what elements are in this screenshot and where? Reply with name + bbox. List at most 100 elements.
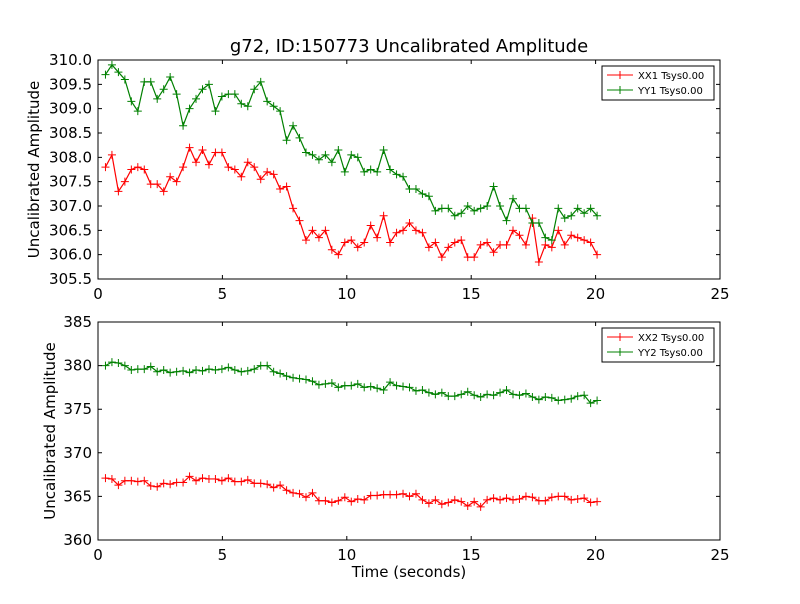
data-point bbox=[560, 395, 569, 404]
y-tick-label: 306.0 bbox=[49, 246, 92, 264]
data-point bbox=[172, 367, 181, 376]
data-point bbox=[457, 497, 466, 506]
x-tick-label: 15 bbox=[462, 546, 481, 564]
legend-swatch bbox=[607, 333, 633, 341]
data-point bbox=[353, 379, 362, 388]
data-point bbox=[114, 358, 123, 367]
data-point bbox=[457, 390, 466, 399]
data-point bbox=[347, 236, 356, 245]
y-tick-label: 305.5 bbox=[49, 270, 92, 288]
data-point bbox=[470, 391, 479, 400]
data-point bbox=[515, 495, 524, 504]
y-tick-label: 310.0 bbox=[49, 51, 92, 69]
data-point bbox=[392, 228, 401, 237]
data-point bbox=[534, 219, 543, 228]
y-axis-label: Uncalibrated Amplitude bbox=[25, 81, 43, 258]
data-point bbox=[301, 148, 310, 157]
data-point bbox=[411, 184, 420, 193]
data-point bbox=[334, 146, 343, 155]
legend-label: YY1 Tsys0.00 bbox=[637, 86, 703, 97]
data-point bbox=[515, 391, 524, 400]
data-point bbox=[521, 389, 530, 398]
data-point bbox=[424, 192, 433, 201]
y-tick-label: 308.0 bbox=[49, 148, 92, 166]
data-point bbox=[153, 94, 162, 103]
data-point bbox=[496, 495, 505, 504]
data-point bbox=[114, 68, 123, 77]
data-point bbox=[256, 175, 265, 184]
data-point bbox=[308, 377, 317, 386]
data-point bbox=[483, 390, 492, 399]
data-point bbox=[276, 481, 285, 490]
data-point bbox=[256, 479, 265, 488]
data-point bbox=[508, 390, 517, 399]
data-point bbox=[541, 240, 550, 249]
data-point bbox=[411, 489, 420, 498]
data-point bbox=[269, 367, 278, 376]
data-point bbox=[301, 493, 310, 502]
data-point bbox=[567, 231, 576, 240]
data-point bbox=[418, 189, 427, 198]
data-point bbox=[153, 482, 162, 491]
data-point bbox=[521, 204, 530, 213]
data-point bbox=[340, 167, 349, 176]
data-point bbox=[496, 388, 505, 397]
data-point bbox=[547, 393, 556, 402]
x-tick-label: 10 bbox=[337, 285, 356, 303]
data-point bbox=[282, 486, 291, 495]
data-point bbox=[146, 77, 155, 86]
data-point bbox=[295, 374, 304, 383]
data-point bbox=[340, 493, 349, 502]
data-point bbox=[172, 90, 181, 99]
data-point bbox=[327, 158, 336, 167]
data-point bbox=[502, 494, 511, 503]
x-tick-label: 5 bbox=[218, 546, 228, 564]
data-point bbox=[502, 386, 511, 395]
data-point bbox=[282, 182, 291, 191]
y-axis-label: Uncalibrated Amplitude bbox=[41, 342, 59, 519]
data-point bbox=[250, 85, 259, 94]
data-point bbox=[179, 121, 188, 130]
data-point bbox=[444, 243, 453, 252]
data-point bbox=[172, 177, 181, 186]
data-point bbox=[560, 240, 569, 249]
data-point bbox=[101, 163, 110, 172]
y-tick-label: 308.5 bbox=[49, 124, 92, 142]
data-point bbox=[133, 477, 142, 486]
data-point bbox=[386, 378, 395, 387]
data-point bbox=[528, 392, 537, 401]
y-tick-label: 307.5 bbox=[49, 173, 92, 191]
data-point bbox=[450, 392, 459, 401]
legend-label: XX2 Tsys0.00 bbox=[638, 333, 704, 344]
data-point bbox=[301, 375, 310, 384]
data-point bbox=[470, 497, 479, 506]
data-point bbox=[101, 70, 110, 79]
data-point bbox=[534, 395, 543, 404]
data-point bbox=[204, 160, 213, 169]
data-point bbox=[450, 211, 459, 220]
data-point bbox=[140, 165, 149, 174]
data-point bbox=[211, 365, 220, 374]
legend: XX2 Tsys0.00 YY2 Tsys0.00 bbox=[601, 327, 715, 363]
data-point bbox=[399, 489, 408, 498]
data-point bbox=[263, 480, 272, 489]
data-point bbox=[347, 497, 356, 506]
data-point bbox=[211, 107, 220, 116]
data-point bbox=[366, 221, 375, 230]
data-point bbox=[204, 80, 213, 89]
data-point bbox=[360, 238, 369, 247]
x-tick-label: 0 bbox=[93, 546, 103, 564]
data-point bbox=[276, 107, 285, 116]
data-point bbox=[573, 204, 582, 213]
data-point bbox=[282, 372, 291, 381]
data-point bbox=[269, 483, 278, 492]
data-point bbox=[405, 383, 414, 392]
data-point bbox=[457, 236, 466, 245]
data-point bbox=[418, 386, 427, 395]
data-point bbox=[450, 495, 459, 504]
data-point bbox=[463, 202, 472, 210]
data-point bbox=[192, 476, 201, 485]
data-point bbox=[263, 167, 272, 176]
y-tick-label: 360 bbox=[63, 531, 92, 549]
